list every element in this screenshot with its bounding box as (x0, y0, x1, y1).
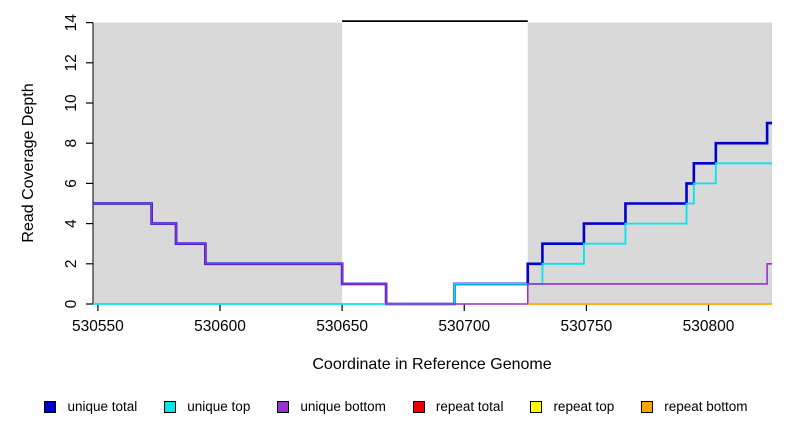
y-tick-label: 8 (63, 139, 80, 148)
legend-label: unique total (67, 399, 138, 414)
x-tick-label: 530750 (561, 318, 613, 335)
x-tick-label: 530700 (438, 318, 490, 335)
series-unique-top (93, 162, 772, 305)
legend-label: repeat bottom (664, 399, 748, 414)
series-unique-bottom (93, 202, 772, 305)
legend-item: repeat bottom (641, 399, 748, 414)
legend-item: repeat top (530, 399, 614, 414)
legend: unique total unique top unique bottom repea… (0, 399, 792, 414)
legend-swatch (164, 400, 177, 413)
legend-label: repeat total (435, 399, 504, 414)
y-tick-label: 12 (63, 54, 80, 71)
legend-label: unique bottom (300, 399, 386, 414)
shaded-unique-region (93, 22, 343, 304)
y-axis-title: Read Coverage Depth (20, 83, 37, 243)
legend-swatch (277, 400, 290, 413)
y-tick-label: 10 (63, 94, 80, 112)
legend-swatch (44, 400, 57, 413)
x-tick-label: 530600 (194, 318, 246, 335)
y-tick-label: 0 (63, 299, 80, 308)
y-tick-label: 2 (63, 259, 80, 268)
legend-item: repeat total (412, 399, 504, 414)
x-axis-title: Coordinate in Reference Genome (312, 356, 552, 373)
legend-label: unique top (187, 399, 251, 414)
legend-swatch (412, 400, 425, 413)
x-tick-label: 530550 (72, 318, 124, 335)
x-tick-label: 530650 (316, 318, 368, 335)
y-tick-label: 4 (63, 219, 80, 228)
y-tick-label: 6 (63, 179, 80, 188)
x-tick-label: 530800 (683, 318, 735, 335)
y-tick-label: 14 (63, 14, 80, 32)
legend-swatch (641, 400, 654, 413)
legend-item: unique bottom (277, 399, 386, 414)
legend-item: unique total (44, 399, 137, 414)
legend-item: unique top (164, 399, 250, 414)
legend-swatch (530, 400, 543, 413)
legend-label: repeat top (553, 399, 615, 414)
